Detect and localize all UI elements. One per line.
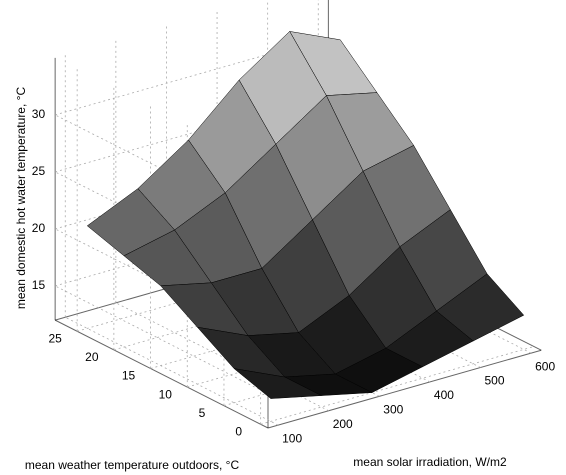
x-axis-label: mean solar irradiation, W/m2 [353, 455, 507, 469]
z-tick-label: 20 [32, 221, 46, 235]
surface-cell [233, 368, 323, 399]
y-tick-label: 15 [122, 369, 136, 383]
y-tick-label: 25 [48, 331, 62, 345]
x-tick-label: 100 [282, 431, 302, 445]
y-tick-label: 20 [85, 350, 99, 364]
grid-line [260, 346, 535, 425]
z-tick-label: 25 [32, 164, 46, 178]
x-tick-label: 400 [434, 388, 454, 402]
z-tick-label: 15 [32, 278, 46, 292]
x-tick-label: 500 [485, 374, 505, 388]
y-axis-label: mean weather temperature outdoors, °C [25, 458, 240, 472]
x-tick-label: 600 [535, 359, 555, 373]
y-tick-label: 0 [235, 424, 242, 438]
z-tick-label: 30 [32, 107, 46, 121]
axis-line [267, 349, 542, 429]
axis-line [54, 319, 269, 429]
x-tick-label: 200 [333, 417, 353, 431]
y-tick-label: 10 [159, 387, 173, 401]
y-tick-label: 5 [199, 406, 206, 420]
z-axis-label: mean domestic hot water temperature, °C [14, 87, 28, 310]
x-tick-label: 300 [383, 402, 403, 416]
